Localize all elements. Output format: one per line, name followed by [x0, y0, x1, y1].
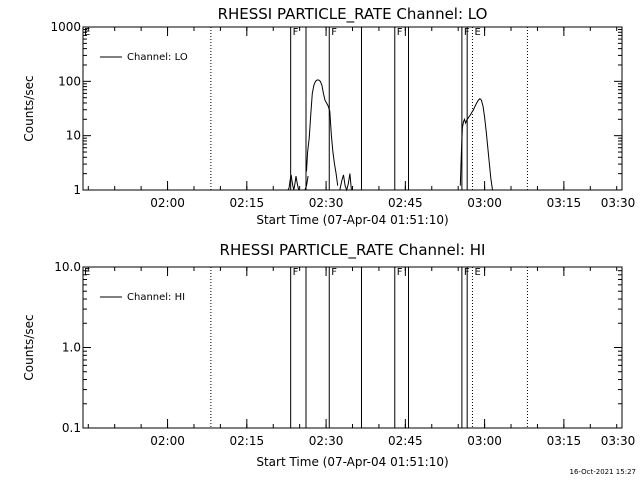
y-axis-label: Counts/sec: [22, 314, 36, 380]
panel-hi-channel: RHESSI PARTICLE_RATE Channel: HI 0.1 1.0 10…: [22, 241, 635, 469]
y-tick-label: 1.0: [62, 341, 81, 355]
y-tick-label: 10: [66, 129, 81, 143]
x-tick-label: 02:30: [309, 434, 344, 448]
chart-title: RHESSI PARTICLE_RATE Channel: HI: [220, 241, 486, 260]
event-marker-label: F: [293, 27, 299, 38]
y-tick-label: 1000: [50, 20, 81, 34]
legend-entry: Channel: HI: [127, 292, 185, 303]
x-tick-label: 02:30: [309, 196, 344, 210]
x-axis-label: Start Time (07-Apr-04 01:51:10): [256, 213, 448, 227]
corner-marker-label: E: [84, 27, 90, 38]
event-marker-label: F: [331, 27, 337, 38]
panel-lo-channel: RHESSI PARTICLE_RATE Channel: LO 1 10 100 10…: [22, 5, 635, 227]
y-tick-label: 100: [58, 74, 81, 88]
y-tick-label: 0.1: [62, 421, 81, 435]
series-line: [459, 98, 493, 191]
y-tick-label: 1: [73, 183, 81, 197]
event-marker-label: F: [293, 267, 299, 278]
event-marker-label: E: [474, 267, 480, 278]
x-tick-label: 02:00: [150, 434, 185, 448]
event-marker-label: F: [331, 267, 337, 278]
x-tick-label: 02:15: [230, 434, 265, 448]
event-marker-label: F: [397, 267, 403, 278]
x-tick-label: 03:15: [547, 434, 582, 448]
x-tick-label: 03:15: [547, 196, 582, 210]
series-line: [306, 79, 339, 186]
x-axis-label: Start Time (07-Apr-04 01:51:10): [256, 455, 448, 469]
x-tick-label: 03:30: [601, 434, 636, 448]
y-tick-label: 10.0: [54, 260, 81, 274]
x-tick-label: 02:00: [150, 196, 185, 210]
series-line: [339, 173, 352, 192]
x-tick-label: 02:15: [230, 196, 265, 210]
event-marker-label: E: [474, 27, 480, 38]
series-line: [287, 174, 309, 191]
x-tick-label: 02:45: [388, 434, 423, 448]
footer-timestamp: 16-Oct-2021 15:27: [570, 468, 636, 476]
y-axis-label: Counts/sec: [22, 75, 36, 141]
chart-title: RHESSI PARTICLE_RATE Channel: LO: [218, 5, 488, 24]
x-tick-label: 02:45: [388, 196, 423, 210]
legend-entry: Channel: LO: [127, 52, 188, 63]
x-tick-label: 03:00: [467, 434, 502, 448]
event-marker-label: F: [397, 27, 403, 38]
x-tick-label: 03:00: [467, 196, 502, 210]
corner-marker-label: E: [84, 267, 90, 278]
x-tick-label: 03:30: [601, 196, 636, 210]
